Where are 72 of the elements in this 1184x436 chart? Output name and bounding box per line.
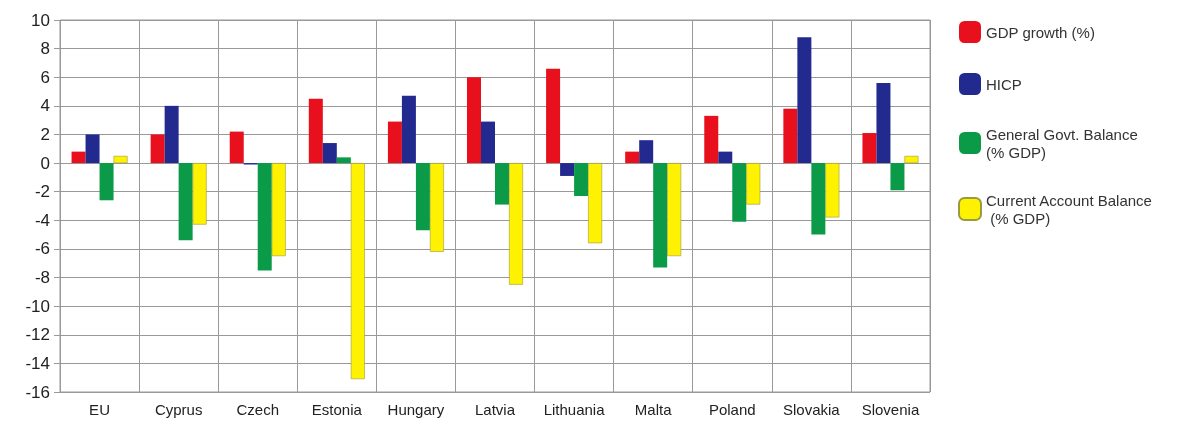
bar xyxy=(467,77,481,164)
bar xyxy=(546,68,561,164)
bar xyxy=(904,155,919,164)
legend-label: HICP xyxy=(986,75,1022,93)
bar xyxy=(164,105,179,164)
bar xyxy=(178,163,193,241)
bar xyxy=(336,157,351,164)
y-tick-label: 10 xyxy=(31,10,50,30)
y-tick-label: -16 xyxy=(25,382,50,402)
bar xyxy=(271,163,286,257)
bar xyxy=(192,163,207,225)
bar xyxy=(639,140,654,164)
y-tick-label: 6 xyxy=(40,67,50,87)
x-tick-label: Malta xyxy=(634,401,673,418)
y-tick-label: -14 xyxy=(25,353,50,373)
bar xyxy=(890,163,905,191)
y-tick-label: -10 xyxy=(25,296,50,316)
bar xyxy=(588,163,603,244)
y-tick-label: -4 xyxy=(34,210,50,230)
bar xyxy=(308,98,323,164)
bar xyxy=(509,163,523,285)
x-tick-label: Hungary xyxy=(387,401,445,418)
bar xyxy=(113,155,128,164)
bar xyxy=(322,143,337,164)
bar xyxy=(415,163,430,231)
legend-label: General Govt. Balance (% GDP) xyxy=(986,125,1142,161)
bar xyxy=(229,131,244,164)
bar xyxy=(560,163,575,176)
bar xyxy=(429,163,444,252)
bar xyxy=(667,163,682,257)
bar xyxy=(495,163,509,205)
bar xyxy=(825,163,840,218)
x-tick-label: EU xyxy=(89,401,110,418)
bar xyxy=(811,163,826,235)
bar xyxy=(574,163,589,196)
x-tick-label: Cyprus xyxy=(154,401,203,418)
x-tick-label: Latvia xyxy=(474,401,516,418)
bar xyxy=(718,151,733,164)
legend-label: GDP growth (%) xyxy=(986,23,1095,41)
bar xyxy=(350,163,365,380)
x-tick-label: Czech xyxy=(236,401,279,418)
bar xyxy=(85,134,100,164)
bar xyxy=(862,133,877,164)
x-tick-label: Slovenia xyxy=(861,401,920,418)
bar xyxy=(732,163,747,222)
y-tick-label: 8 xyxy=(40,39,50,59)
y-tick-label: -12 xyxy=(25,325,50,345)
bar xyxy=(746,163,761,205)
x-tick-label: Estonia xyxy=(311,401,363,418)
bar xyxy=(783,108,798,164)
bar xyxy=(625,151,640,164)
bar xyxy=(653,163,668,268)
x-tick-label: Slovakia xyxy=(783,401,841,418)
bar xyxy=(704,115,719,164)
y-tick-label: -6 xyxy=(34,239,50,259)
y-tick-label: 2 xyxy=(40,124,50,144)
bar xyxy=(99,163,114,201)
bar xyxy=(876,82,891,164)
bar xyxy=(150,134,165,164)
bar xyxy=(257,163,272,271)
bar xyxy=(387,121,402,164)
y-tick-label: -8 xyxy=(34,268,50,288)
legend-label: Current Account Balance (% GDP) xyxy=(986,191,1152,227)
bar xyxy=(481,121,495,164)
bar xyxy=(71,151,86,164)
y-tick-label: 0 xyxy=(40,153,50,173)
bar xyxy=(797,37,812,164)
y-tick-label: 4 xyxy=(40,96,50,116)
x-tick-label: Lithuania xyxy=(543,401,606,418)
bar xyxy=(401,95,416,164)
y-tick-label: -2 xyxy=(34,182,50,202)
x-tick-label: Poland xyxy=(708,401,756,418)
